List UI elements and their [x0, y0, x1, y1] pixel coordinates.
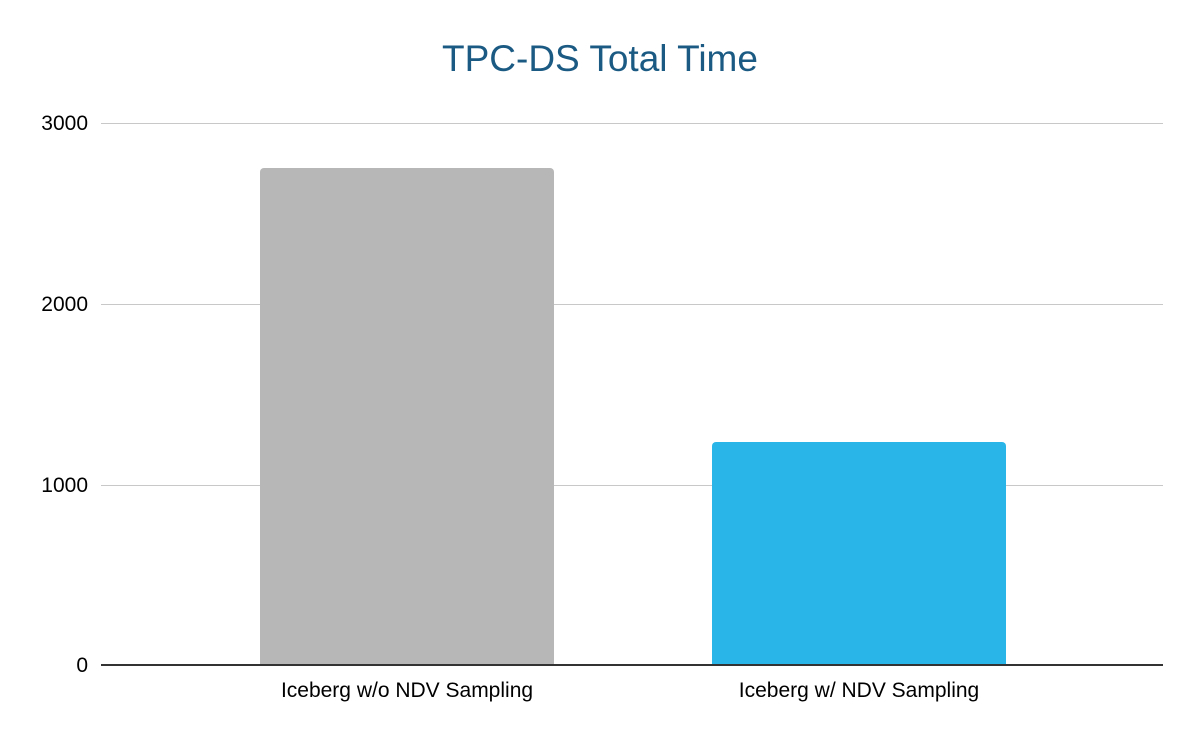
bar-with-ndv-sampling — [712, 442, 1006, 665]
y-tick-1000: 1000 — [41, 474, 88, 497]
y-tick-0: 0 — [76, 654, 88, 677]
chart-title: TPC-DS Total Time — [442, 38, 758, 79]
x-label-without-ndv: Iceberg w/o NDV Sampling — [280, 679, 534, 702]
gridline-3000 — [101, 123, 1163, 124]
bar-without-ndv-sampling — [260, 168, 554, 665]
gridline-1000 — [101, 485, 1163, 486]
x-axis-line — [101, 664, 1163, 666]
y-tick-2000: 2000 — [41, 293, 88, 316]
gridline-2000 — [101, 304, 1163, 305]
x-label-with-ndv: Iceberg w/ NDV Sampling — [738, 679, 980, 702]
y-tick-3000: 3000 — [41, 112, 88, 135]
